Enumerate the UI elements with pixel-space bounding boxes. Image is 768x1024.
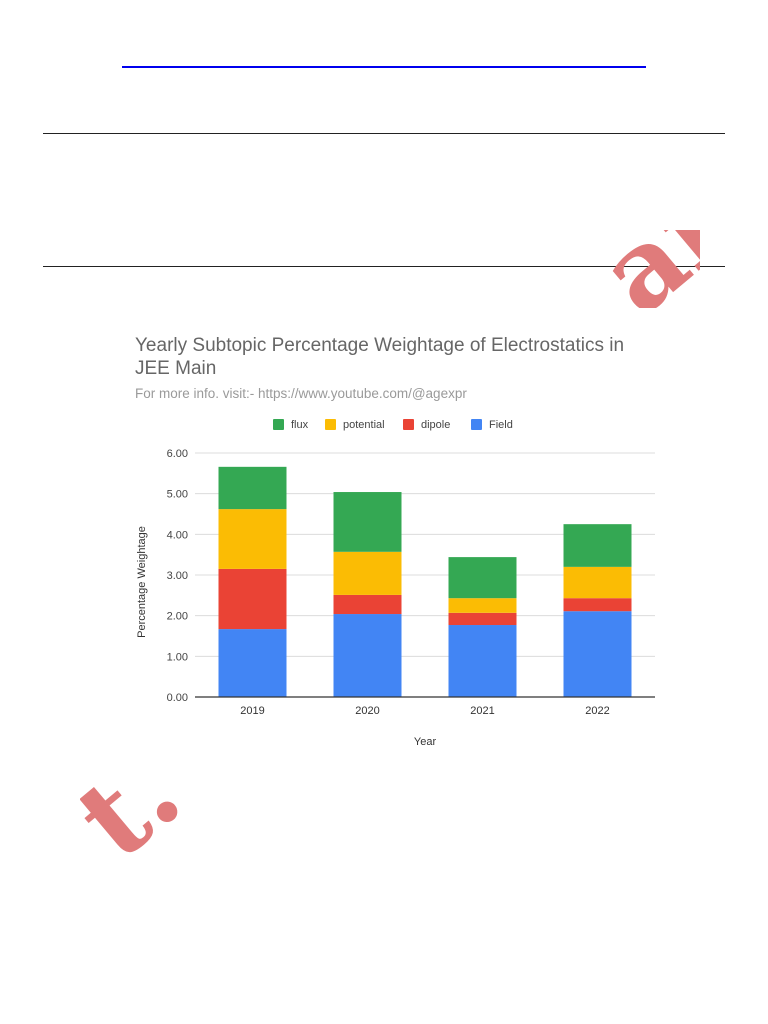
- legend-label-potential: potential: [343, 419, 385, 431]
- legend-swatch-flux: [273, 419, 284, 430]
- x-tick-label: 2019: [240, 705, 264, 717]
- bar-segment-potential-2021: [448, 598, 517, 613]
- bar-segment-potential-2019: [218, 509, 287, 569]
- bar-segment-flux-2021: [448, 557, 517, 599]
- y-tick-label: 3.00: [167, 570, 188, 582]
- bar-segment-dipole-2019: [218, 568, 287, 630]
- y-tick-label: 4.00: [167, 529, 188, 541]
- bar-segment-field-2022: [563, 611, 632, 697]
- bar-segment-field-2020: [333, 614, 402, 697]
- bar-segment-field-2021: [448, 625, 517, 697]
- bar-segment-dipole-2022: [563, 598, 632, 612]
- bar-segment-flux-2020: [333, 492, 402, 552]
- bar-segment-field-2019: [218, 629, 287, 697]
- bar-segment-flux-2022: [563, 524, 632, 567]
- bar-segment-flux-2019: [218, 466, 287, 510]
- bar-segment-potential-2022: [563, 566, 632, 599]
- y-tick-label: 6.00: [167, 448, 188, 460]
- legend-swatch-dipole: [403, 419, 414, 430]
- chart-subtitle: For more info. visit:- https://www.youtu…: [135, 386, 467, 401]
- legend-label-field: Field: [489, 419, 513, 431]
- legend-swatch-potential: [325, 419, 336, 430]
- x-tick-label: 2021: [470, 705, 494, 717]
- x-axis-label: Year: [414, 736, 437, 748]
- horizontal-rule: [43, 133, 725, 134]
- y-axis-label: Percentage Weightage: [136, 526, 148, 638]
- y-tick-label: 5.00: [167, 489, 188, 501]
- y-tick-label: 0.00: [167, 692, 188, 704]
- y-tick-label: 1.00: [167, 651, 188, 663]
- x-tick-label: 2020: [355, 705, 379, 717]
- legend-swatch-field: [471, 419, 482, 430]
- x-tick-label: 2022: [585, 705, 609, 717]
- bar-segment-dipole-2021: [448, 612, 517, 626]
- bar-segment-dipole-2020: [333, 594, 402, 615]
- legend-label-flux: flux: [291, 419, 309, 431]
- legend-label-dipole: dipole: [421, 419, 450, 431]
- horizontal-rule: [43, 266, 725, 267]
- bar-segment-potential-2020: [333, 551, 402, 595]
- chart-title: Yearly Subtopic Percentage Weightage of …: [135, 335, 625, 379]
- y-tick-label: 2.00: [167, 611, 188, 623]
- hyperlink-underline[interactable]: [122, 66, 646, 68]
